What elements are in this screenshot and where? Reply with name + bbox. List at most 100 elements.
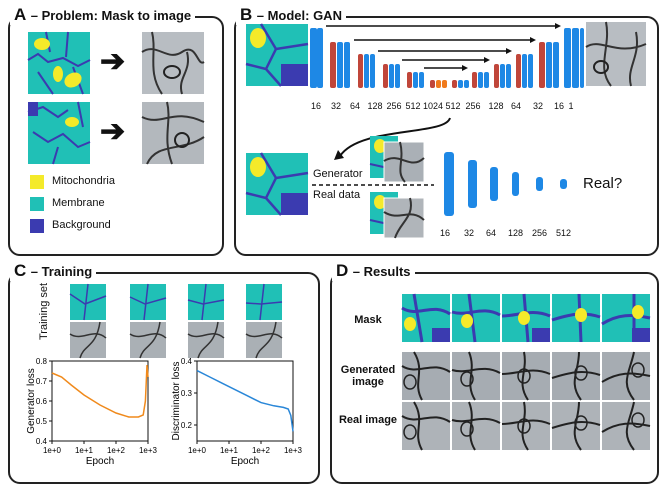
unet-channel-10: 64 xyxy=(510,101,521,111)
panel-c xyxy=(8,272,320,484)
train-mask-0 xyxy=(69,283,107,321)
xtick-2: 1e+2 xyxy=(252,446,271,455)
ytick-1: 0.5 xyxy=(36,417,48,426)
unet-block-0 xyxy=(310,28,317,88)
result-real-4 xyxy=(601,401,651,451)
train-em-1 xyxy=(129,321,167,359)
xtick-1: 1e+1 xyxy=(220,446,239,455)
disc-block-3 xyxy=(512,172,519,196)
unet-channel-4: 256 xyxy=(386,101,402,111)
ytick-2: 0.4 xyxy=(181,357,193,366)
xtick-3: 1e+3 xyxy=(139,446,158,455)
unet-block-20 xyxy=(472,72,477,88)
unet-block-6 xyxy=(364,54,369,88)
disc-channel-4: 256 xyxy=(532,228,548,238)
result-gen-2 xyxy=(501,351,551,401)
unet-block-1 xyxy=(317,28,323,88)
training-set-label: Training set xyxy=(38,282,50,340)
em-a-2 xyxy=(141,101,205,165)
unet-channel-2: 64 xyxy=(349,101,360,111)
xtick-0: 1e+0 xyxy=(188,446,207,455)
disc-channel-0: 16 xyxy=(440,228,451,238)
unet-block-9 xyxy=(389,64,394,88)
ytick-4: 0.8 xyxy=(36,357,48,366)
result-gen-4 xyxy=(601,351,651,401)
result-real-1 xyxy=(451,401,501,451)
mask-a-2 xyxy=(27,101,91,165)
disc-block-1 xyxy=(468,160,477,208)
skip-arrowhead-3 xyxy=(484,57,490,63)
unet-channel-6: 1024 xyxy=(423,101,444,111)
unet-block-18 xyxy=(458,80,463,88)
ytick-0: 0.4 xyxy=(36,437,48,446)
real-question: Real? xyxy=(583,175,623,192)
ylabel: Generator loss xyxy=(26,368,37,434)
ylabel: Discriminator loss xyxy=(171,362,182,441)
panel-b-title: B – Model: GAN xyxy=(236,5,346,25)
unet-block-22 xyxy=(484,72,489,88)
train-em-2 xyxy=(187,321,225,359)
unet-channel-0: 16 xyxy=(310,101,321,111)
legend-swatch-membrane xyxy=(30,197,44,211)
unet-block-23 xyxy=(494,64,499,88)
unet-channel-12: 16 xyxy=(553,101,564,111)
unet-block-27 xyxy=(522,54,527,88)
unet-block-31 xyxy=(553,42,559,88)
arrow-a-2: ➔ xyxy=(100,115,126,148)
ytick-1: 0.3 xyxy=(181,389,193,398)
xlabel: Epoch xyxy=(86,456,114,467)
unet-block-3 xyxy=(337,42,343,88)
train-mask-2 xyxy=(187,283,225,321)
skip-arrowhead-1 xyxy=(530,37,536,43)
skip-arrowhead-0 xyxy=(555,23,561,29)
legend-label-mito: Mitochondria xyxy=(52,175,115,187)
unet-block-21 xyxy=(478,72,483,88)
mask-a-1 xyxy=(27,31,91,95)
panel-b xyxy=(234,16,659,256)
unet-block-7 xyxy=(370,54,375,88)
xtick-0: 1e+0 xyxy=(43,446,62,455)
ytick-0: 0.2 xyxy=(181,421,193,430)
arrow-a-1: ➔ xyxy=(100,45,126,78)
disc-input-mask xyxy=(245,152,309,216)
result-gen-1 xyxy=(451,351,501,401)
train-em-3 xyxy=(245,321,283,359)
unet-channel-9: 128 xyxy=(488,101,504,111)
generator-loss-plot: 0.4 0.5 0.6 0.7 0.8 1e+0 1e+1 1e+2 1e+3 Epoch Gene… xyxy=(26,357,158,467)
ytick-3: 0.7 xyxy=(36,377,48,386)
pair-real xyxy=(369,192,425,239)
skip-arrowhead-2 xyxy=(506,48,512,54)
realdata-label: Real data xyxy=(313,189,361,201)
skip-arrowhead-4 xyxy=(462,65,468,71)
panel-d xyxy=(330,272,659,484)
unet-block-29 xyxy=(539,42,545,88)
unet-block-17 xyxy=(452,80,457,88)
unet-block-26 xyxy=(516,54,521,88)
disc-block-5 xyxy=(560,179,567,189)
ytick-2: 0.6 xyxy=(36,397,48,406)
pair-generated xyxy=(369,136,425,183)
train-mask-3 xyxy=(245,283,283,321)
disc-channel-5: 512 xyxy=(556,228,572,238)
unet-block-33 xyxy=(572,28,579,88)
result-real-3 xyxy=(551,401,601,451)
xtick-2: 1e+2 xyxy=(107,446,126,455)
unet-block-19 xyxy=(464,80,469,88)
unet-block-28 xyxy=(528,54,533,88)
unet-block-12 xyxy=(413,72,418,88)
discriminator-diagram xyxy=(444,152,567,216)
unet-block-24 xyxy=(500,64,505,88)
unet-block-10 xyxy=(395,64,400,88)
loss-curve xyxy=(196,369,294,432)
dashed-divider xyxy=(312,184,434,186)
row-label-mask: Mask xyxy=(354,314,382,326)
unet-block-34 xyxy=(580,28,584,88)
unet-block-30 xyxy=(546,42,552,88)
unet-block-2 xyxy=(330,42,336,88)
legend-label-background: Background xyxy=(52,219,111,231)
xtick-1: 1e+1 xyxy=(75,446,94,455)
panel-d-title: D – Results xyxy=(332,261,415,281)
unet-block-32 xyxy=(564,28,571,88)
unet-channel-8: 256 xyxy=(465,101,481,111)
unet-block-15 xyxy=(436,80,441,88)
